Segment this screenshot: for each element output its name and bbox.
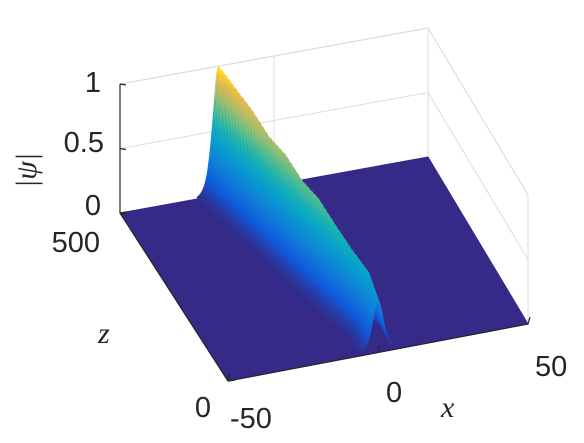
amplitude-tick-mark [119, 83, 127, 86]
z-dist-tick-500: 500 [52, 227, 100, 259]
amplitude-tick-mark [119, 147, 127, 151]
x-axis-label: x [440, 391, 455, 424]
z-tick-1: 1 [85, 67, 101, 99]
z-axis-tick-labels: 1 0.5 0 [64, 67, 104, 222]
x-tick-50: 50 [535, 351, 567, 383]
x-tick-minus-50: -50 [230, 403, 272, 435]
z-dist-tick-0: 0 [195, 392, 211, 424]
z-tick-0: 0 [85, 190, 101, 222]
surface [119, 65, 529, 382]
y-axis-label: z [97, 317, 110, 350]
x-tick-0: 0 [386, 377, 402, 409]
z-tick-0.5: 0.5 [64, 127, 104, 159]
z-axis-label: |ψ| [10, 153, 43, 188]
